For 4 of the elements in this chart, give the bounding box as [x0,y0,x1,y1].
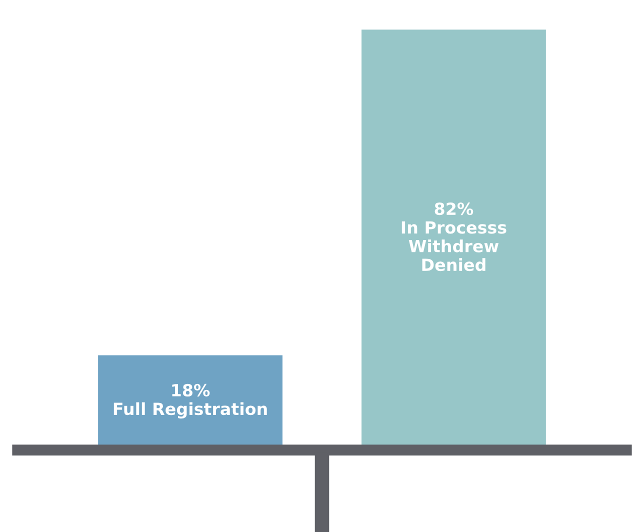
data-label: 18% [172,384,210,397]
data-label: 82% [434,202,474,216]
x-tick-label: In Processs Withdrew Denied [402,221,506,272]
x-tick-label: Full Registration [114,402,267,419]
